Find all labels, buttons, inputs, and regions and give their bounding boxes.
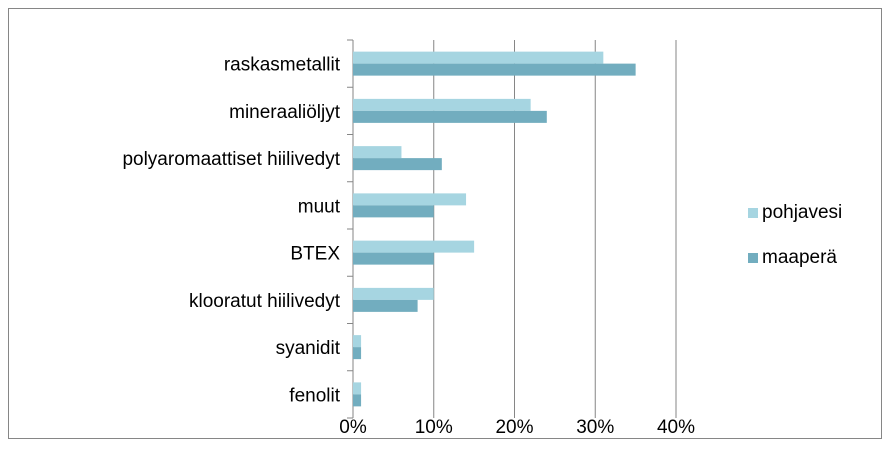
x-tick-label: 20%	[495, 417, 533, 438]
y-tick-label: klooratut hiilivedyt	[189, 291, 341, 312]
x-tick-label: 30%	[576, 417, 614, 438]
legend-swatch	[748, 208, 758, 218]
bar	[353, 193, 467, 206]
bar	[353, 63, 636, 76]
y-tick-label: polyaromaattiset hiilivedyt	[122, 149, 340, 170]
bar	[353, 240, 475, 253]
bar	[353, 335, 362, 348]
legend-label: pohjavesi	[762, 202, 842, 223]
bar	[353, 347, 362, 360]
y-tick-label: raskasmetallit	[224, 55, 341, 76]
legend-label: maaperä	[762, 247, 837, 268]
bar	[353, 51, 604, 64]
chart-frame	[8, 8, 882, 439]
bar	[353, 110, 547, 123]
bar	[353, 146, 402, 159]
x-tick-label: 0%	[339, 417, 367, 438]
y-tick-label: mineraaliöljyt	[229, 102, 341, 123]
bar	[353, 299, 418, 312]
y-tick-label: syanidit	[276, 338, 341, 359]
y-tick-label: BTEX	[290, 244, 340, 265]
legend-swatch	[748, 253, 758, 263]
bar	[353, 252, 434, 265]
bar	[353, 394, 362, 407]
y-tick-label: fenolit	[289, 385, 340, 406]
y-tick-label: muut	[298, 196, 341, 217]
bar	[353, 382, 362, 395]
bar	[353, 287, 434, 300]
bar	[353, 98, 531, 111]
x-tick-label: 40%	[657, 417, 695, 438]
bar	[353, 205, 434, 218]
x-tick-label: 10%	[415, 417, 453, 438]
bar	[353, 158, 442, 171]
